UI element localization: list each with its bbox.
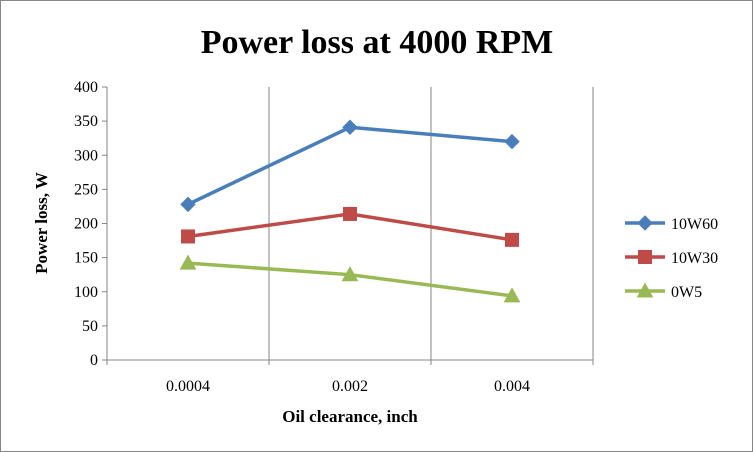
y-tick-label: 0 xyxy=(90,352,98,369)
y-tick-label: 400 xyxy=(74,79,98,96)
y-tick-label: 200 xyxy=(74,216,98,233)
legend-marker-10W30 xyxy=(638,250,652,264)
data-point-10W30 xyxy=(505,232,519,247)
legend-marker-10W60 xyxy=(637,215,653,231)
legend-label-10W60: 10W60 xyxy=(671,216,718,233)
y-tick-label: 50 xyxy=(82,318,98,335)
legend-label-10W30: 10W30 xyxy=(671,250,718,267)
data-point-10W60 xyxy=(504,133,520,150)
y-tick-label: 300 xyxy=(74,147,98,164)
series-line-10W60 xyxy=(187,125,513,206)
data-point-10W30 xyxy=(181,229,195,244)
chart-title: Power loss at 4000 RPM xyxy=(201,24,554,61)
y-tick-label: 350 xyxy=(74,113,98,130)
legend: 10W60 10W30 0W5 xyxy=(625,215,718,301)
y-tick-label: 100 xyxy=(74,284,98,301)
y-axis-title: Power loss, W xyxy=(32,172,51,274)
data-point-10W30 xyxy=(343,206,357,221)
legend-marker-0W5 xyxy=(636,282,654,298)
data-point-0W5 xyxy=(179,254,197,270)
data-point-10W60 xyxy=(342,119,358,135)
y-tick-label: 150 xyxy=(74,250,98,267)
x-tick-label: 0.0004 xyxy=(166,378,210,395)
data-point-0W5 xyxy=(341,266,359,282)
x-axis-title: Oil clearance, inch xyxy=(282,407,418,426)
data-point-10W60 xyxy=(180,196,196,213)
data-point-0W5 xyxy=(503,287,521,303)
y-tick-label: 250 xyxy=(74,181,98,198)
plot-area: 0 50 100 150 200 250 300 350 400 0.0004 0.002 0.004 xyxy=(74,79,594,395)
x-tick-label: 0.002 xyxy=(332,378,368,395)
legend-label-0W5: 0W5 xyxy=(671,284,702,301)
x-tick-label: 0.004 xyxy=(494,378,530,395)
